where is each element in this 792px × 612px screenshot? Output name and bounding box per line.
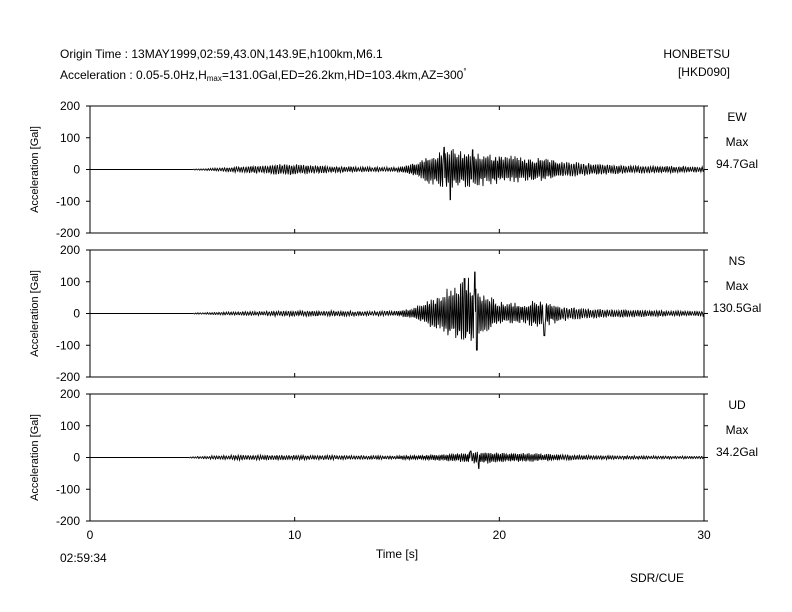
max-label: Max	[726, 423, 749, 437]
y-axis-label: Acceleration [Gal]	[29, 126, 41, 213]
waveform-ud	[90, 450, 705, 469]
y-tick-label: -200	[56, 226, 80, 240]
component-label: EW	[727, 110, 747, 124]
y-tick-label: 200	[60, 387, 80, 401]
max-value: 94.7Gal	[716, 157, 758, 171]
accel-prefix: Acceleration : 0.05-5.0Hz,H	[60, 68, 207, 82]
acceleration-info: Acceleration : 0.05-5.0Hz,Hmax=131.0Gal,…	[60, 65, 467, 86]
panel-ew	[86, 105, 708, 234]
y-tick-label: -200	[56, 514, 80, 528]
y-tick-label: 0	[73, 163, 80, 177]
y-tick-label: 200	[60, 99, 80, 113]
y-tick-label: -100	[56, 194, 80, 208]
station-code: [HKD090]	[677, 65, 730, 79]
station-name: HONBETSU	[663, 47, 730, 61]
y-tick-label: -200	[56, 370, 80, 384]
max-label: Max	[726, 279, 749, 293]
max-label: Max	[726, 135, 749, 149]
waveform-ns	[90, 271, 705, 351]
waveform-ew	[90, 146, 705, 201]
panel-ud	[86, 393, 708, 522]
origin-info: Origin Time : 13MAY1999,02:59,43.0N,143.…	[60, 47, 383, 61]
y-tick-label: -100	[56, 338, 80, 352]
origin-line: Origin Time : 13MAY1999,02:59,43.0N,143.…	[60, 47, 383, 61]
start-time: 02:59:34	[60, 551, 107, 565]
y-tick-label: 0	[73, 307, 80, 321]
y-tick-label: 0	[73, 451, 80, 465]
credit: SDR/CUE	[630, 571, 685, 585]
x-axis-label: Time [s]	[376, 547, 418, 561]
y-tick-label: 100	[60, 275, 80, 289]
y-axis-label: Acceleration [Gal]	[29, 414, 41, 501]
y-tick-label: -100	[56, 482, 80, 496]
component-label: UD	[728, 398, 746, 412]
y-axis-label: Acceleration [Gal]	[29, 270, 41, 357]
x-tick-label: 10	[288, 528, 302, 542]
accel-rest: =131.0Gal,ED=26.2km,HD=103.4km,AZ=300	[221, 68, 464, 82]
max-value: 130.5Gal	[713, 301, 762, 315]
component-label: NS	[729, 254, 746, 268]
accel-sub: max	[206, 74, 222, 83]
panel-ns	[86, 249, 708, 378]
y-tick-label: 100	[60, 131, 80, 145]
y-tick-label: 200	[60, 243, 80, 257]
x-tick-label: 0	[87, 528, 94, 542]
y-tick-label: 100	[60, 419, 80, 433]
x-tick-label: 20	[493, 528, 507, 542]
max-value: 34.2Gal	[716, 445, 758, 459]
x-tick-label: 30	[697, 528, 711, 542]
accel-sup: °	[463, 67, 467, 76]
